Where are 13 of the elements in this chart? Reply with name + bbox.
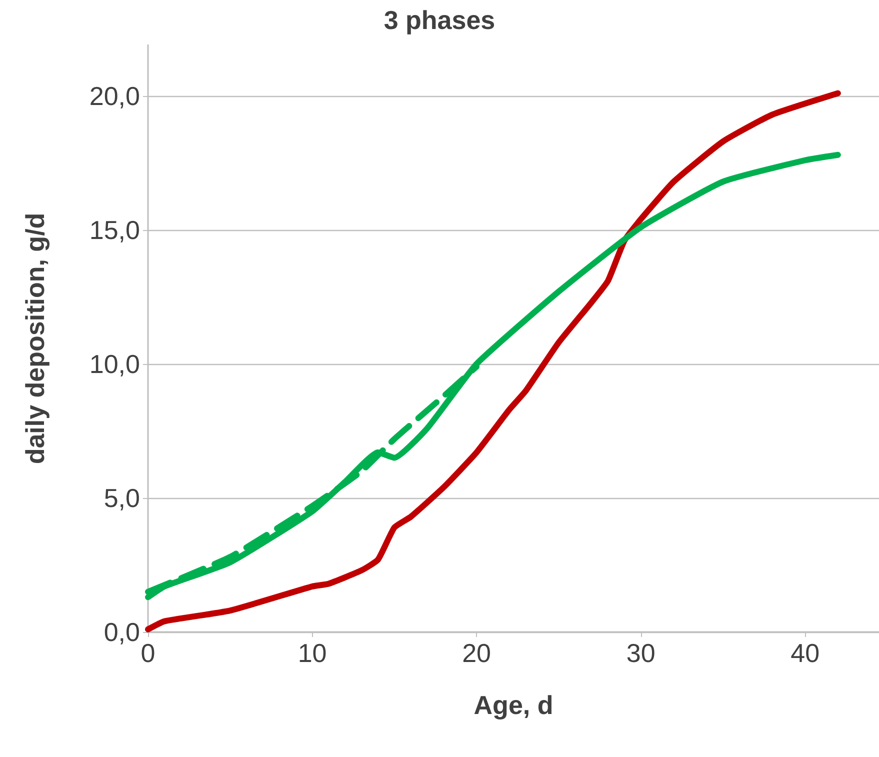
y-tick-label: 20,0 xyxy=(89,80,140,111)
x-axis-title: Age, d xyxy=(474,690,554,720)
x-tick-label: 0 xyxy=(140,638,156,668)
chart-title: 3 phases xyxy=(384,5,496,35)
x-tick-label: 10 xyxy=(298,638,327,668)
x-tick-label: 40 xyxy=(790,638,820,668)
y-tick-label: 5,0 xyxy=(104,482,140,513)
y-tick-label: 0,0 xyxy=(104,617,140,647)
x-tick-label: 20 xyxy=(462,638,491,668)
x-tick-label: 30 xyxy=(626,638,656,668)
y-tick-label: 15,0 xyxy=(89,214,140,245)
y-tick-label: 10,0 xyxy=(89,348,140,379)
y-axis-title: daily deposition, g/d xyxy=(20,212,50,464)
